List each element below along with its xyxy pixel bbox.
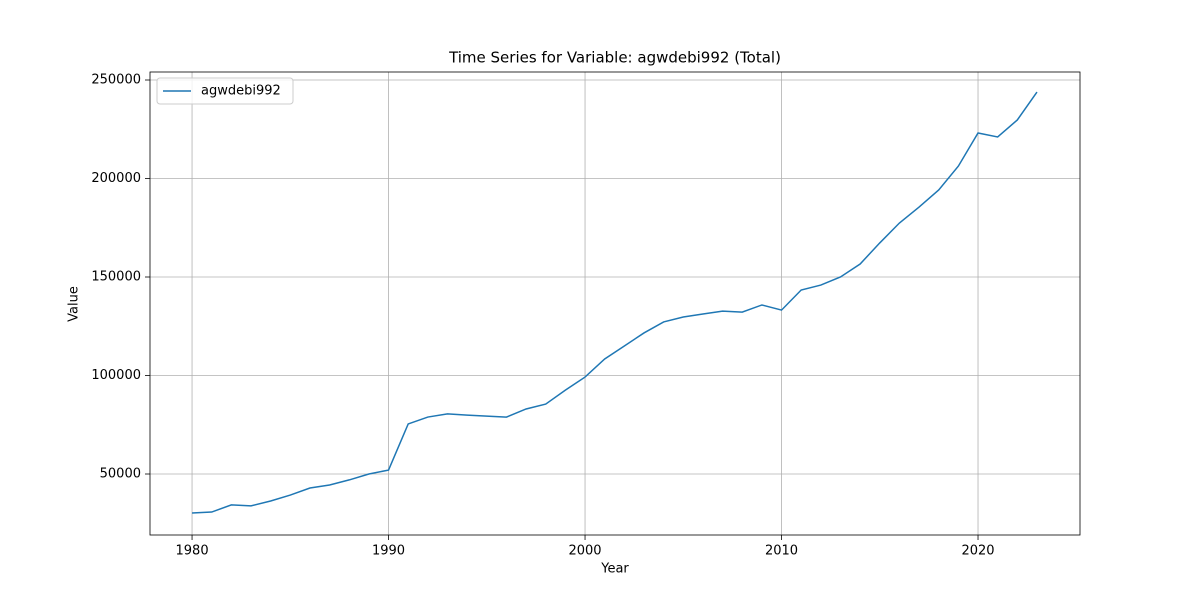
y-tick-label: 100000 xyxy=(91,368,141,383)
y-axis-label: Value xyxy=(67,286,82,322)
plot-frame xyxy=(149,71,1081,536)
legend-label: agwdebi992 xyxy=(201,84,281,99)
x-tick-label: 2020 xyxy=(961,544,994,559)
y-tick-label: 50000 xyxy=(100,467,141,482)
x-tick-label: 1990 xyxy=(372,544,405,559)
y-tick-label: 150000 xyxy=(91,270,141,285)
chart-title: Time Series for Variable: agwdebi992 (To… xyxy=(448,49,781,67)
x-tick-label: 1980 xyxy=(176,544,209,559)
x-tick-label: 2010 xyxy=(765,544,798,559)
x-axis-label: Year xyxy=(600,562,629,577)
legend-box xyxy=(156,77,294,105)
data-line xyxy=(192,91,1038,514)
y-tick-label: 200000 xyxy=(91,171,141,186)
x-tick-label: 2000 xyxy=(568,544,601,559)
y-tick-label: 250000 xyxy=(91,73,141,88)
